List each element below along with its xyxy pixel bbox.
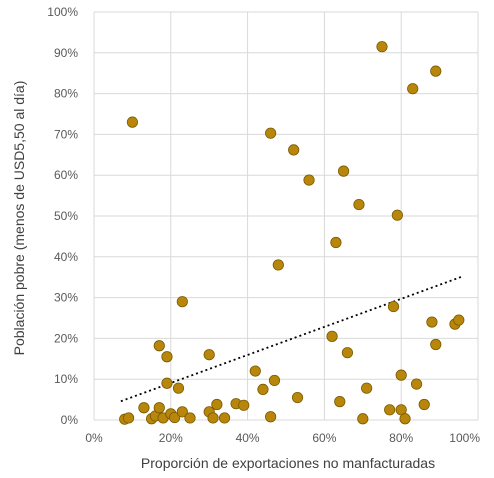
x-tick-label: 60% [312,431,336,445]
data-point [384,404,396,416]
data-point [391,209,403,221]
data-point [395,369,407,381]
data-point [291,391,304,404]
data-point [453,314,465,326]
y-tick-label: 50% [54,209,78,223]
data-point [126,116,138,128]
y-tick-label: 10% [54,372,78,386]
data-point [268,374,281,387]
data-point [426,316,438,328]
data-point [337,165,350,177]
data-point [272,259,284,271]
data-point [430,65,442,77]
x-tick-label: 20% [159,431,183,445]
data-point [249,365,261,377]
data-point [211,398,223,411]
y-tick-label: 70% [54,127,78,141]
data-point [357,413,369,425]
data-point [330,236,342,249]
data-point [410,378,423,390]
data-point [138,402,150,414]
data-point [326,330,338,342]
data-point [122,412,135,424]
x-axis-tick-labels: 0% 20% 40% 60% 80% 100% [85,431,480,445]
data-point [238,399,250,411]
data-point [257,383,269,395]
data-point [218,412,231,424]
data-point [184,412,196,424]
x-axis-title: Proporción de exportaciones no manfactur… [141,455,435,471]
data-point [399,413,411,425]
data-point [303,174,315,186]
gridlines [93,11,479,421]
data-point [176,296,188,308]
data-point [288,144,300,156]
y-axis-tick-labels: 0% 10% 20% 30% 40% 50% 60% 70% 80% 90% 100% [47,5,78,427]
y-tick-label: 30% [54,291,78,305]
x-tick-label: 80% [389,431,413,445]
data-point [203,349,215,361]
y-tick-label: 80% [54,87,78,101]
data-point [361,382,373,394]
data-point [265,411,277,423]
data-point [376,41,388,53]
data-point [334,396,346,408]
y-tick-label: 20% [54,331,78,345]
data-points [119,41,465,425]
data-point [387,300,400,313]
data-point [418,398,430,411]
trendline [120,275,463,403]
x-tick-label: 100% [449,431,480,445]
data-point [172,382,185,394]
x-tick-label: 0% [85,431,103,445]
data-point [169,411,181,424]
data-point [153,340,165,352]
y-tick-label: 90% [54,46,78,60]
data-point [341,347,354,359]
data-point [161,351,173,363]
y-axis-title: Población pobre (menos de USD5,50 al día… [11,81,27,356]
data-point [353,198,365,211]
data-point [153,402,165,414]
data-point [430,338,442,351]
data-point [207,412,219,424]
data-point [161,377,173,389]
data-point [407,83,419,95]
x-tick-label: 40% [236,431,260,445]
y-tick-label: 60% [54,168,78,182]
y-tick-label: 0% [61,413,79,427]
y-tick-label: 100% [47,5,78,19]
y-tick-label: 40% [54,250,78,264]
data-point [176,406,188,418]
data-point [265,127,277,139]
